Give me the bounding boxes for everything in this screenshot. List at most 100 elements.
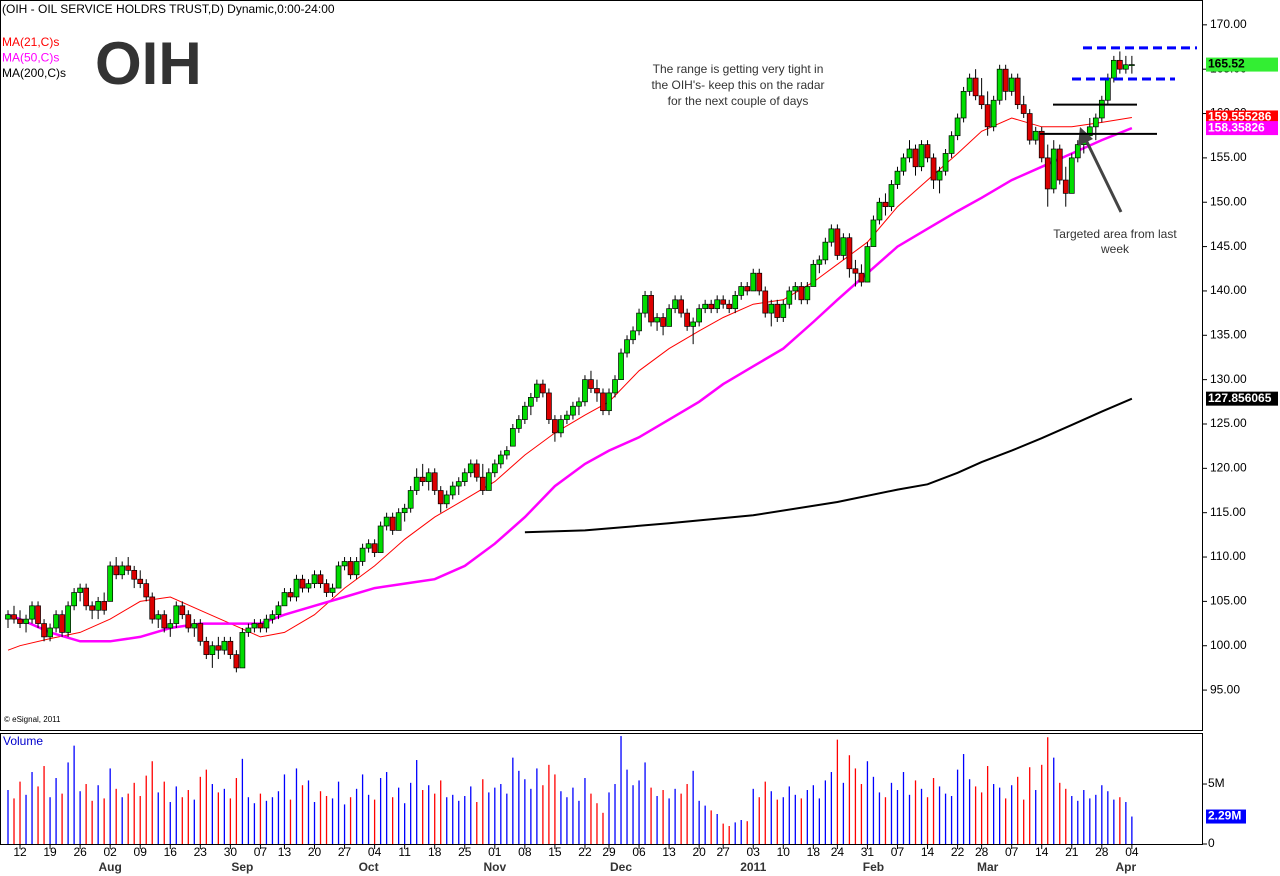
candle-body <box>359 547 366 562</box>
candle-body <box>786 290 793 305</box>
x-tick-label: 04 <box>368 845 382 859</box>
candle-body <box>101 601 108 611</box>
candle-body <box>984 104 991 128</box>
candle-body <box>870 219 877 247</box>
watermark: © eSignal, 2011 <box>4 715 61 724</box>
candle-body <box>317 574 324 584</box>
candle-body <box>768 303 775 314</box>
y-tick-label: 150.00 <box>1210 194 1247 208</box>
candle-body <box>828 228 835 243</box>
candle-body <box>389 516 396 531</box>
candle-body <box>449 485 456 496</box>
annotation: week <box>1100 242 1130 256</box>
candle-body <box>347 561 354 576</box>
candle-body <box>888 184 895 208</box>
candle-body <box>804 286 811 301</box>
x-tick-label: 13 <box>662 845 676 859</box>
candle-body <box>461 472 468 482</box>
candle-body <box>383 516 390 527</box>
candle-body <box>197 623 204 642</box>
arrow <box>1084 139 1123 213</box>
moving-average-line <box>7 117 1132 651</box>
candle-body <box>173 605 180 624</box>
candle-body <box>143 583 150 598</box>
x-tick-label: 21 <box>1065 845 1079 859</box>
candle-body <box>419 476 426 482</box>
candle-body <box>648 295 654 323</box>
candle-body <box>690 321 696 327</box>
y-tick-label: 110.00 <box>1210 549 1246 563</box>
candle-body <box>642 295 648 314</box>
annotation: Targeted area from last <box>1053 227 1177 241</box>
candle-body <box>209 645 216 655</box>
candle-body <box>960 91 967 119</box>
candle-body <box>606 392 612 412</box>
y-tick-label: 120.00 <box>1210 461 1247 475</box>
candle-body <box>1116 59 1123 70</box>
month-label: Oct <box>359 860 379 874</box>
y-tick-label: 105.00 <box>1210 594 1247 608</box>
candle-body <box>714 299 721 310</box>
candle-body <box>1026 113 1033 141</box>
candle-body <box>83 587 89 607</box>
candle-body <box>972 77 979 97</box>
candle-body <box>810 263 817 287</box>
x-tick-label: 09 <box>134 845 148 859</box>
chart-title: (OIH - OIL SERVICE HOLDRS TRUST,D) Dynam… <box>2 2 335 16</box>
candle-body <box>287 592 294 598</box>
candle-body <box>624 339 630 354</box>
candle-body <box>245 627 252 633</box>
candle-body <box>437 490 444 505</box>
candle-body <box>353 561 360 576</box>
candle-body <box>990 99 997 128</box>
candle-body <box>485 472 492 491</box>
volume-last-label: 2.29M <box>1208 809 1241 823</box>
x-tick-label: 20 <box>308 845 322 859</box>
x-tick-label: 07 <box>1005 845 1019 859</box>
y-tick-label: 155.00 <box>1210 150 1247 164</box>
legend-entry: MA(50,C)s <box>2 51 59 65</box>
x-tick-label: 24 <box>831 845 845 859</box>
y-tick-label: 115.00 <box>1210 505 1246 519</box>
candle-body <box>509 428 516 447</box>
x-tick-label: 07 <box>891 845 905 859</box>
candle-body <box>534 383 540 398</box>
candle-body <box>1050 148 1057 190</box>
candle-body <box>954 117 961 137</box>
candle-body <box>822 241 829 261</box>
candle-body <box>672 299 678 310</box>
candle-body <box>425 472 432 482</box>
volume-tick-label: 0 <box>1208 836 1215 850</box>
candle-body <box>996 68 1003 101</box>
candle-body <box>269 614 276 620</box>
candle-body <box>227 640 234 655</box>
candle-body <box>942 153 949 172</box>
candle-body <box>467 463 474 474</box>
candle-body <box>11 614 17 620</box>
month-label: 2011 <box>740 860 766 874</box>
candle-body <box>858 272 865 283</box>
candle-body <box>413 476 420 491</box>
volume-tick-label: 5M <box>1208 776 1225 790</box>
candle-body <box>1044 157 1051 190</box>
x-tick-label: 12 <box>13 845 27 859</box>
x-tick-label: 28 <box>1095 845 1109 859</box>
candle-body <box>497 454 504 465</box>
candle-body <box>696 308 703 323</box>
ma-value-label: 159.555286 <box>1208 110 1272 124</box>
candle-body <box>1032 130 1039 141</box>
candle-body <box>479 476 486 491</box>
candle-body <box>119 565 126 576</box>
candle-body <box>1092 117 1099 128</box>
x-tick-label: 18 <box>428 845 442 859</box>
month-label: Sep <box>231 860 253 874</box>
x-tick-label: 14 <box>921 845 935 859</box>
x-tick-label: 27 <box>338 845 352 859</box>
candle-body <box>281 592 288 607</box>
candle-body <box>503 450 510 456</box>
candle-body <box>251 623 258 629</box>
candle-body <box>978 95 985 106</box>
candle-body <box>263 618 270 629</box>
ma-value-label-box <box>1206 110 1278 125</box>
ma-value-label-box <box>1206 391 1278 406</box>
